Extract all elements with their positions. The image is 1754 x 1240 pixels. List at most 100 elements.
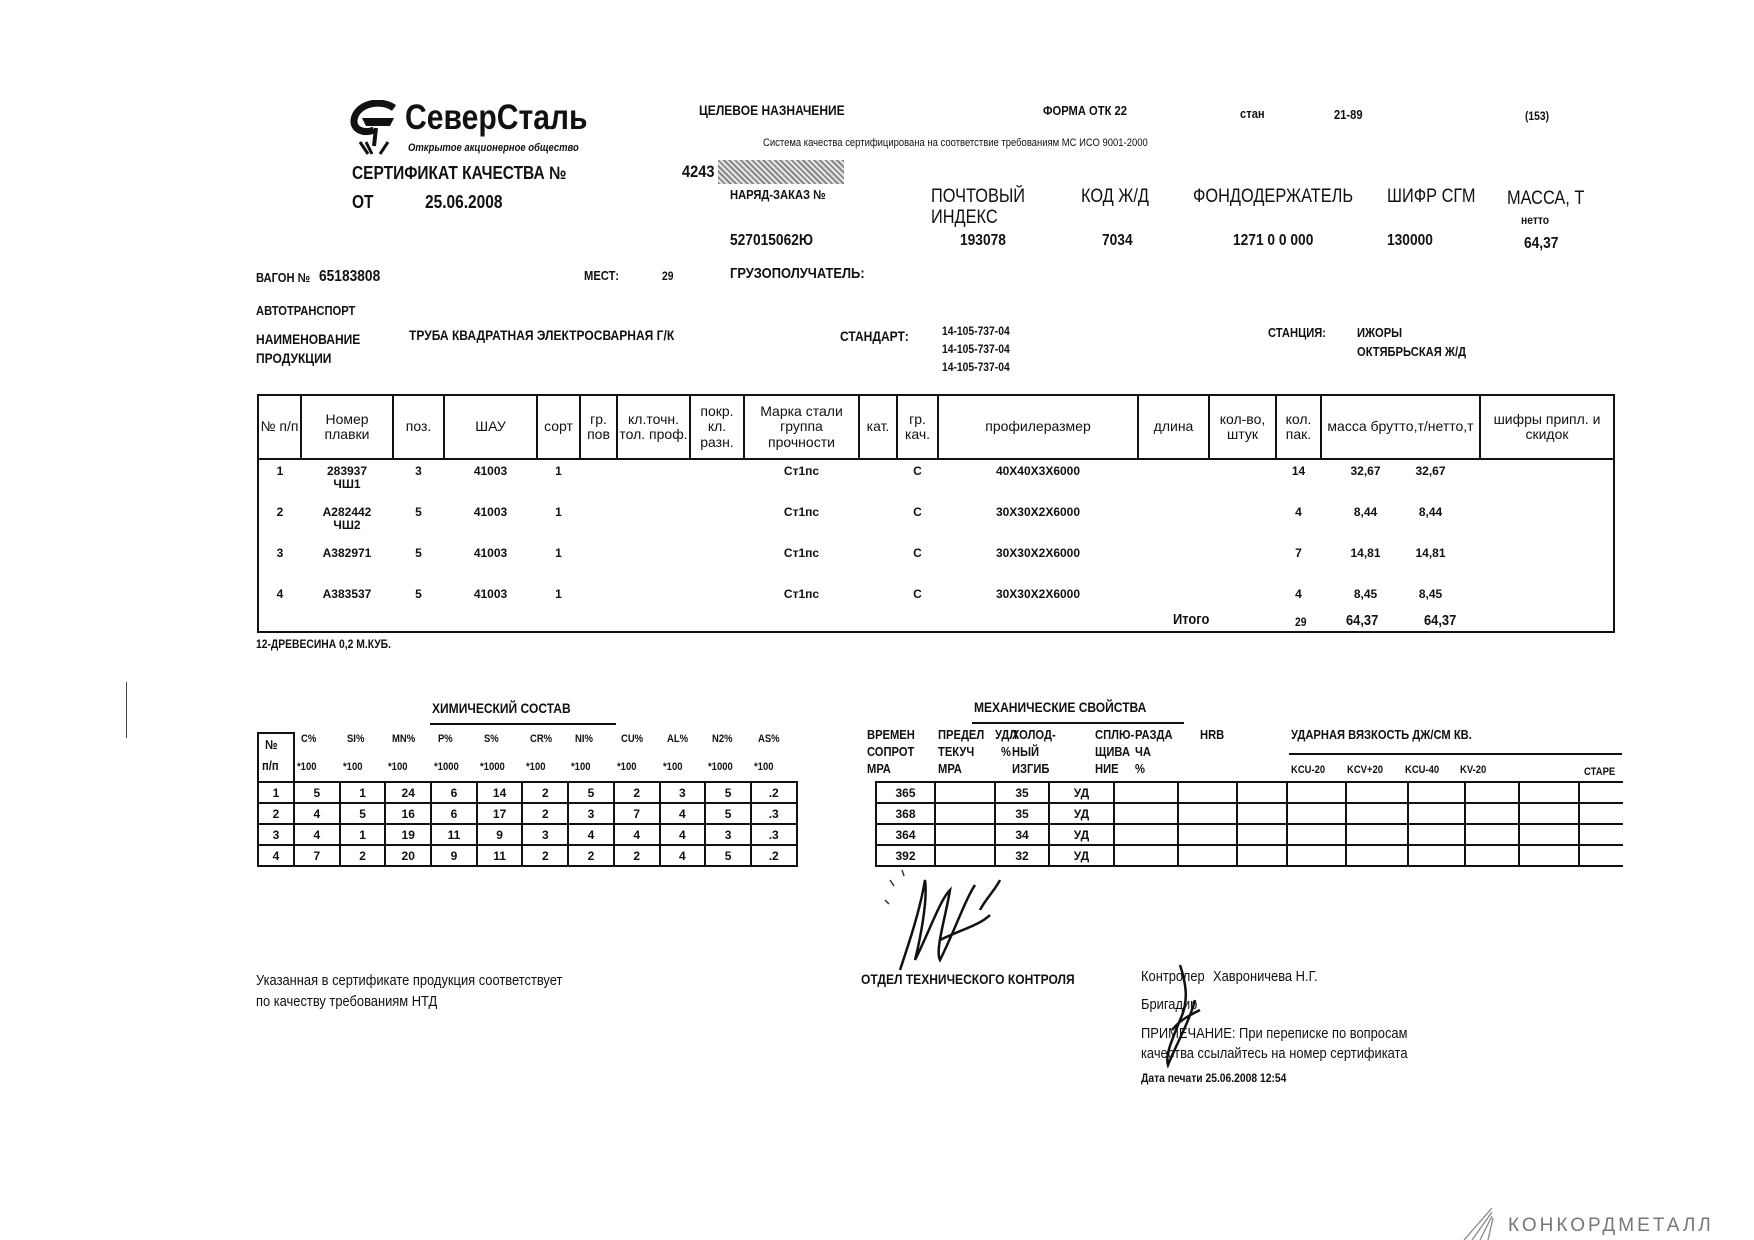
table-cell: 2: [257, 802, 295, 825]
gross-mass: 8,44: [1353, 505, 1378, 519]
table-row: 364 34 УД: [875, 823, 1623, 846]
table-cell: 19: [384, 823, 433, 846]
table-cell: [1480, 459, 1614, 501]
note-line-1: ПРИМЕЧАНИЕ: При переписке по вопросам: [1141, 1025, 1408, 1042]
mechanics-header-label: НЫЙ: [1012, 744, 1040, 759]
table-cell: 7: [1295, 546, 1302, 560]
certificate-date: 25.06.2008: [425, 192, 503, 212]
mechanics-title: МЕХАНИЧЕСКИЕ СВОЙСТВА: [974, 699, 1147, 715]
element-label: CR%: [529, 733, 552, 745]
table-cell: 30Х30Х2Х6000: [995, 587, 1081, 601]
table-cell: 11: [475, 844, 524, 867]
order-label: НАРЯД-ЗАКАЗ №: [730, 187, 826, 202]
heat-number: 283937: [326, 464, 368, 478]
table-cell: 1: [555, 546, 562, 560]
mill-label: стан: [1240, 106, 1265, 121]
table-cell: .2: [749, 781, 798, 804]
column-header: гр. кач.: [896, 394, 939, 460]
redacted-number: [718, 160, 844, 184]
mechanics-header-label: СОПРОТ: [867, 744, 915, 759]
table-cell: [1345, 823, 1408, 846]
chemistry-title: ХИМИЧЕСКИЙ СОСТАВ: [432, 700, 571, 716]
total-label: Итого: [1173, 611, 1210, 628]
element-label: AL%: [666, 733, 688, 745]
net-mass: 8,44: [1418, 505, 1443, 519]
places-label: МЕСТ:: [584, 268, 619, 283]
station-value: ИЖОРЫ: [1357, 325, 1403, 340]
print-date: Дата печати 25.06.2008 12:54: [1141, 1071, 1287, 1085]
table-cell: [1236, 781, 1287, 804]
table-cell: С: [913, 464, 922, 478]
table-cell: С: [913, 505, 922, 519]
table-cell: 4: [293, 823, 341, 846]
table-cell: 5: [567, 781, 615, 804]
product-label-2: ПРОДУКЦИИ: [256, 350, 332, 366]
watermark-text: КОНКОРДМЕТАЛЛ: [1508, 1215, 1714, 1236]
table-cell: [1518, 802, 1579, 825]
table-cell: [859, 501, 897, 542]
table-cell: 1: [338, 781, 387, 804]
table-cell: [1113, 823, 1178, 846]
table-cell: [1345, 844, 1408, 867]
column-header: покр. кл. разн.: [689, 394, 745, 460]
table-row: 4 А383537 5 41003 1 Ст1пс С 30Х30Х2Х6000 4 8,45 8,…: [258, 583, 1614, 632]
column-header: кол-во, штук: [1208, 394, 1277, 460]
table-cell: 41003: [473, 546, 508, 560]
table-cell: 41003: [473, 505, 508, 519]
sgm-value: 130000: [1387, 232, 1433, 249]
form-label: ФОРМА ОТК 22: [1043, 103, 1127, 118]
column-header: поз.: [392, 394, 445, 460]
table-cell: [859, 542, 897, 583]
order-value: 527015062Ю: [730, 232, 814, 249]
table-cell: [580, 542, 617, 583]
impact-column-label: KV-20: [1460, 764, 1487, 776]
logo-subtitle: Открытое акционерное общество: [408, 142, 579, 154]
mass-sub-label: нетто: [1521, 213, 1550, 227]
column-header: № п/п: [257, 394, 302, 460]
mass-label: МАССА, Т: [1507, 188, 1585, 209]
table-cell: 9: [430, 844, 478, 867]
table-row: 4 7 2 20 9 11 2 2 2 4 5.2: [257, 844, 798, 867]
konkordmetall-logo-icon: [1463, 1208, 1494, 1240]
consignee-label: ГРУЗОПОЛУЧАТЕЛЬ:: [730, 265, 865, 282]
chemistry-title-underline: [430, 723, 616, 725]
multiplier-label: *1000: [708, 761, 734, 773]
heat-number: А383537: [322, 587, 372, 601]
table-cell: 368: [875, 802, 935, 825]
table-cell: [934, 802, 995, 825]
mechanics-header-label: УДЛ: [995, 727, 1018, 742]
table-cell: С: [913, 587, 922, 601]
table-cell: [1236, 823, 1287, 846]
table-cell: [1407, 802, 1465, 825]
wagon-label: ВАГОН №: [256, 270, 311, 285]
table-cell: 24: [384, 781, 433, 804]
table-cell: 2: [521, 844, 570, 867]
conformity-statement: Указанная в сертификате продукция соотве…: [256, 972, 563, 989]
foreman-label: Бригадир: [1141, 996, 1198, 1013]
table-cell: 4: [293, 802, 341, 825]
table-cell: [690, 542, 744, 583]
table-cell: 8,45 8,45: [1321, 583, 1480, 632]
table-cell: [1209, 583, 1276, 632]
table-cell: А282442 ЧШ2: [301, 501, 393, 542]
table-cell: 5: [415, 587, 422, 601]
table-cell: [617, 501, 690, 542]
element-label: AS%: [758, 733, 780, 745]
railway-value: ОКТЯБРЬСКАЯ Ж/Д: [1357, 344, 1467, 359]
controller-name: Хавроничева Н.Г.: [1213, 968, 1318, 985]
table-cell: 35: [994, 802, 1049, 825]
multiplier-label: *1000: [479, 761, 505, 773]
conformity-statement-2: по качеству требованиям НТД: [256, 993, 438, 1010]
table-cell: [617, 542, 690, 583]
table-cell: 3: [257, 823, 295, 846]
table-cell: 11: [430, 823, 478, 846]
impact-title: УДАРНАЯ ВЯЗКОСТЬ ДЖ/СМ КВ.: [1291, 727, 1472, 742]
table-cell: 5: [704, 802, 752, 825]
total-gross: 64,37: [1346, 612, 1379, 629]
table-cell: 1: [257, 781, 295, 804]
standard-value: 14-105-737-04: [942, 342, 1010, 356]
column-header: длина: [1137, 394, 1210, 460]
heat-number: А282442: [322, 505, 372, 519]
heat-number: А382971: [322, 546, 372, 560]
mechanics-header-label: РАЗДА: [1135, 727, 1173, 742]
